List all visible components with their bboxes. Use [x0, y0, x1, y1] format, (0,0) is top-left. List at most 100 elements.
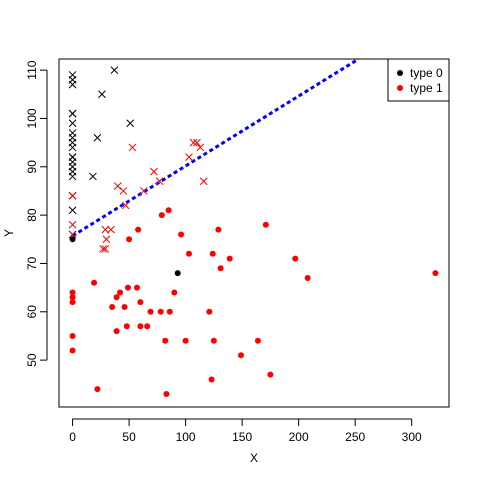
y-tick-label-6: 110: [25, 60, 39, 79]
point-0-15: [68, 172, 77, 181]
point-3-22: [158, 212, 165, 219]
point-1-19: [199, 177, 208, 186]
point-3-40: [262, 221, 269, 228]
point-3-6: [94, 386, 101, 393]
point-3-0: [69, 289, 76, 296]
point-3-25: [165, 207, 172, 214]
axis-layer: 0 50 100 150 200 250 300 50 60 70 80 90 100 110: [25, 60, 422, 444]
point-0-20: [93, 133, 102, 142]
point-3-7: [109, 303, 116, 310]
point-0-5: [68, 119, 77, 128]
point-3-29: [182, 337, 189, 344]
point-3-11: [121, 303, 128, 310]
point-1-6: [102, 235, 111, 244]
y-tick-label-2: 70: [25, 256, 39, 270]
point-0-9: [68, 143, 77, 152]
plot-frame: [58, 58, 450, 408]
x-tick-label-4: 200: [289, 430, 309, 444]
point-3-30: [186, 250, 192, 257]
point-3-15: [134, 284, 140, 291]
point-1-7: [107, 225, 115, 234]
point-2-0: [69, 236, 76, 243]
point-3-41: [267, 371, 274, 378]
point-1-14: [155, 177, 164, 186]
point-0-2: [68, 80, 77, 89]
x-tick-label-6: 300: [402, 430, 422, 444]
point-3-28: [178, 231, 185, 238]
point-3-20: [147, 308, 154, 315]
point-2-1: [174, 270, 181, 277]
point-3-34: [210, 337, 217, 344]
point-3-37: [226, 255, 233, 262]
point-0-21: [98, 90, 106, 99]
point-0-17: [68, 206, 77, 215]
x-tick-label-1: 50: [122, 430, 136, 444]
point-1-11: [128, 143, 137, 152]
point-1-9: [119, 187, 128, 195]
y-tick-label-4: 90: [25, 160, 39, 174]
x-tick-label-3: 150: [232, 430, 252, 444]
point-1-3: [99, 245, 107, 253]
point-3-42: [292, 255, 299, 262]
point-0-22: [110, 66, 119, 74]
plot-layer: [68, 57, 439, 397]
point-3-1: [69, 294, 76, 301]
point-0-19: [89, 172, 97, 181]
legend-label-type-1: type 1: [410, 81, 443, 95]
y-tick-label-0: 50: [25, 353, 39, 367]
point-3-39: [254, 337, 261, 344]
point-3-32: [208, 376, 215, 383]
point-1-4: [101, 245, 110, 253]
point-3-19: [144, 323, 151, 330]
point-0-4: [68, 109, 77, 118]
point-3-3: [69, 332, 76, 339]
point-3-10: [117, 289, 124, 296]
point-3-13: [124, 284, 131, 291]
point-3-23: [162, 337, 169, 344]
x-axis-label: X: [250, 451, 258, 465]
y-axis-label: Y: [2, 229, 16, 237]
legend-label-type-0: type 0: [410, 66, 443, 80]
point-1-13: [150, 167, 158, 176]
reference-line: [71, 57, 360, 238]
point-3-35: [215, 226, 222, 233]
point-3-24: [163, 390, 170, 397]
point-3-38: [238, 352, 244, 359]
y-tick-label-5: 100: [25, 108, 39, 128]
point-3-26: [166, 308, 173, 315]
point-3-16: [135, 226, 142, 233]
y-tick-label-1: 60: [25, 305, 39, 319]
point-0-23: [126, 119, 135, 128]
point-1-16: [189, 138, 198, 147]
point-3-31: [206, 308, 213, 315]
point-3-2: [69, 299, 76, 306]
point-3-36: [217, 265, 224, 272]
point-1-8: [113, 182, 122, 190]
point-3-9: [113, 328, 120, 335]
point-3-12: [123, 323, 130, 330]
point-3-18: [137, 323, 144, 330]
point-3-44: [432, 270, 439, 277]
y-tick-label-3: 80: [25, 208, 39, 222]
point-1-10: [121, 201, 130, 210]
point-3-33: [209, 250, 216, 257]
legend: type 0 type 1: [387, 58, 450, 102]
x-tick-label-0: 0: [69, 430, 76, 444]
legend-box: [387, 58, 450, 102]
point-1-15: [185, 153, 193, 161]
point-1-17: [193, 138, 201, 147]
point-1-18: [196, 143, 205, 152]
point-3-8: [113, 294, 120, 301]
point-1-5: [101, 225, 110, 234]
legend-marker-type-1: [397, 85, 403, 91]
point-3-43: [304, 274, 311, 281]
point-3-5: [91, 279, 98, 286]
point-3-21: [157, 308, 164, 315]
point-1-12: [139, 187, 148, 195]
point-3-27: [171, 289, 178, 296]
x-tick-label-2: 100: [176, 430, 196, 444]
point-1-1: [68, 220, 77, 229]
point-1-0: [68, 191, 77, 200]
point-3-17: [137, 299, 144, 306]
